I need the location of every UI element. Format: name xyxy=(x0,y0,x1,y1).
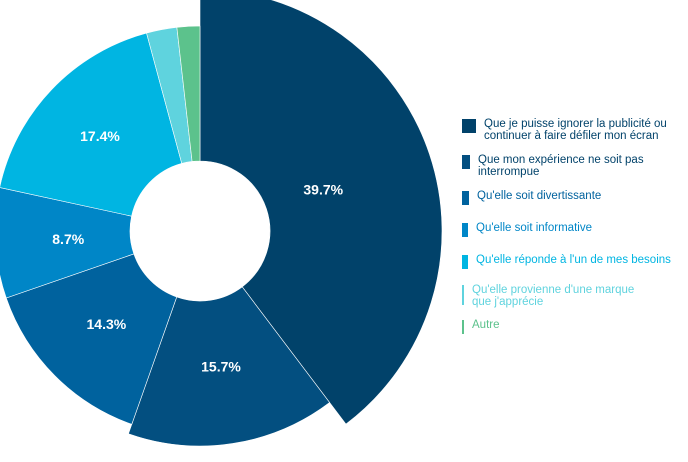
pie-slice-4 xyxy=(0,187,135,299)
legend-swatch-2 xyxy=(462,155,470,169)
legend-item-6: Qu'elle provienne d'une marque que j'app… xyxy=(462,284,634,308)
legend-item-5: Qu'elle réponde à l'un de mes besoins xyxy=(462,254,671,269)
slice-value-label-4: 8.7% xyxy=(52,231,84,247)
legend-label-3: Qu'elle soit divertissante xyxy=(477,190,602,202)
legend-label-1: Que je puisse ignorer la publicité ou co… xyxy=(484,118,667,142)
legend-label-5: Qu'elle réponde à l'un de mes besoins xyxy=(476,254,671,266)
legend-swatch-1 xyxy=(462,119,476,133)
legend-item-2: Que mon expérience ne soit pas interromp… xyxy=(462,154,644,178)
pie-slice-7 xyxy=(176,25,201,162)
pie-slice-3 xyxy=(5,253,178,425)
legend-label-7: Autre xyxy=(472,319,500,331)
pie-slice-2 xyxy=(128,286,331,447)
legend-swatch-3 xyxy=(462,191,469,205)
slice-value-label-3: 14.3% xyxy=(87,316,127,332)
slice-value-label-5: 17.4% xyxy=(80,128,120,144)
legend-label-4: Qu'elle soit informative xyxy=(476,222,592,234)
legend-item-1: Que je puisse ignorer la publicité ou co… xyxy=(462,118,667,142)
pie-slice-1 xyxy=(199,0,443,425)
legend-item-3: Qu'elle soit divertissante xyxy=(462,190,601,205)
pie-slice-5 xyxy=(0,32,183,217)
legend-item-4: Qu'elle soit informative xyxy=(462,222,592,237)
slice-value-label-1: 39.7% xyxy=(303,182,343,198)
legend-swatch-4 xyxy=(462,223,468,237)
legend-label-6: Qu'elle provienne d'une marque que j'app… xyxy=(472,284,635,308)
legend-swatch-6 xyxy=(462,285,464,305)
legend-swatch-5 xyxy=(462,255,468,269)
legend-item-7: Autre xyxy=(462,319,500,334)
legend-swatch-7 xyxy=(462,320,464,334)
slice-value-label-2: 15.7% xyxy=(201,358,241,374)
legend-label-2: Que mon expérience ne soit pas interromp… xyxy=(478,154,644,178)
